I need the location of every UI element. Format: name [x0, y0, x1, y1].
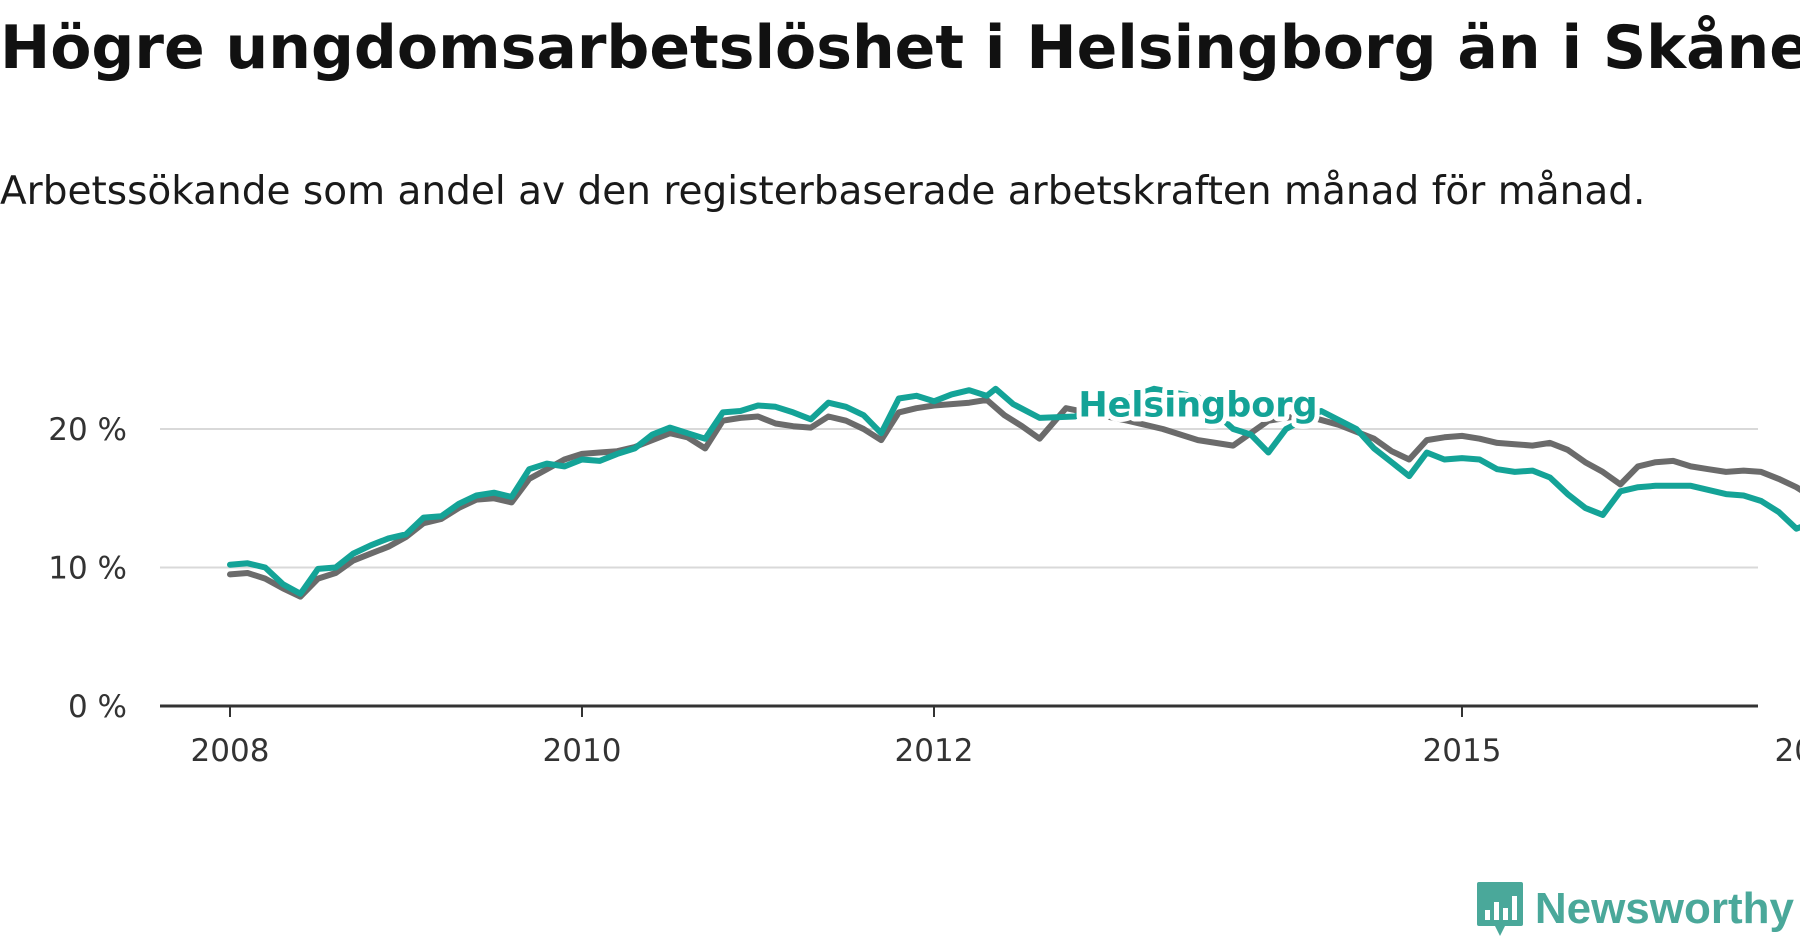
series-line-helsingborg [227, 385, 1800, 597]
x-tick-label: 2012 [895, 733, 974, 769]
series-labels: 10,9 %Skåne12,7 %Helsingborg [1073, 381, 1322, 431]
series-line-skane [227, 396, 1800, 600]
x-tick-label: 2008 [191, 733, 270, 769]
newsworthy-logo-icon [1476, 882, 1523, 936]
newsworthy-logo[interactable]: Newsworthy [1475, 880, 1794, 938]
gridlines [160, 428, 1758, 569]
y-axis-ticks: 0 % 10 % 20 % [48, 412, 127, 725]
logo-text: Newsworthy [1534, 884, 1794, 933]
page-subtitle: Arbetssökande som andel av den registerb… [0, 169, 1646, 214]
x-tick-label: 2017 [1775, 733, 1800, 769]
y-tick-label: 0 % [68, 689, 127, 725]
series-lines [227, 385, 1800, 600]
x-axis: 20082010201220152017202020222024 [160, 704, 1800, 769]
y-tick-label: 10 % [48, 551, 127, 587]
page-title: Högre ungdomsarbetslöshet i Helsingborg … [0, 13, 1800, 83]
x-tick-label: 2010 [543, 733, 622, 769]
series-label-helsingborg: Helsingborg [1078, 386, 1317, 426]
y-tick-label: 20 % [48, 412, 127, 448]
x-tick-label: 2015 [1423, 733, 1502, 769]
